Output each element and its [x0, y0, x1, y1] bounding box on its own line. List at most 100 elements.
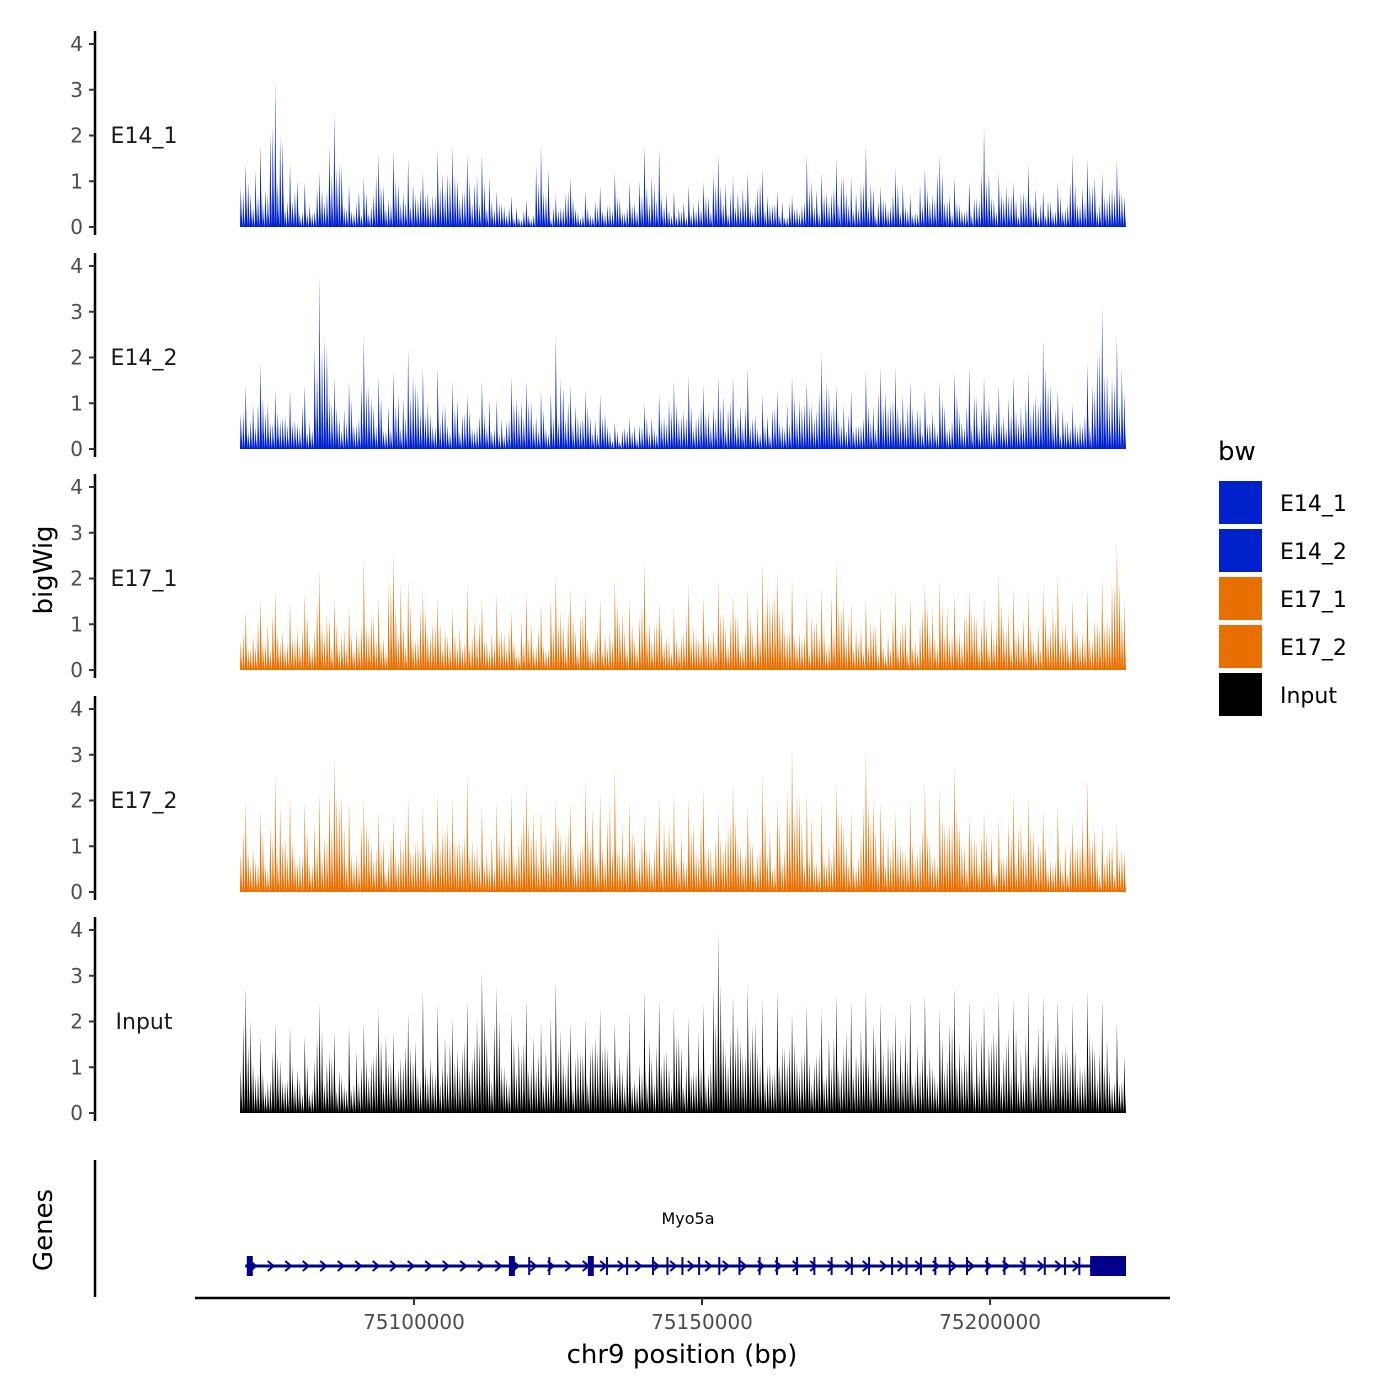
exon: [813, 1257, 816, 1275]
signal-area-E14_2: [240, 275, 1126, 449]
strand-arrow-icon: [617, 1260, 626, 1272]
strand-arrow-icon: [669, 1260, 678, 1272]
exon: [905, 1257, 908, 1275]
track-E17_2: 0 1 2 3 4 E17_2: [70, 696, 1126, 904]
exon: [681, 1257, 684, 1275]
exon-block: [1093, 1256, 1126, 1276]
strand-arrow-icon: [354, 1260, 363, 1272]
strand-arrow-icon: [389, 1260, 398, 1272]
exon: [1003, 1257, 1006, 1275]
track-label: Input: [116, 1010, 173, 1035]
strand-arrow-icon: [302, 1260, 311, 1272]
track-E17_1: 0 1 2 3 4 E17_1: [70, 474, 1126, 682]
exon: [830, 1257, 833, 1275]
strand-arrow-icon: [739, 1260, 748, 1272]
exon: [738, 1257, 741, 1275]
exon: [758, 1257, 761, 1275]
y-tick-label: 3: [70, 964, 83, 988]
exon: [1078, 1257, 1081, 1275]
legend-title: bw: [1218, 437, 1256, 467]
exon: [652, 1257, 655, 1275]
x-axis-title: chr9 position (bp): [567, 1340, 798, 1370]
exon: [1090, 1256, 1097, 1276]
strand-arrow-icon: [284, 1260, 293, 1272]
strand-arrow-icon: [494, 1260, 503, 1272]
y-tick-label: 0: [70, 1101, 83, 1125]
strand-arrow-icon: [319, 1260, 328, 1272]
legend-label: Input: [1280, 684, 1337, 709]
exon: [1023, 1257, 1026, 1275]
strand-arrow-icon: [879, 1260, 888, 1272]
y-tick-label: 1: [70, 612, 83, 636]
exon: [666, 1257, 669, 1275]
strand-arrow-icon: [1019, 1260, 1028, 1272]
exon: [626, 1257, 629, 1275]
exon: [934, 1257, 937, 1275]
strand-arrow-icon: [442, 1260, 451, 1272]
exon: [986, 1257, 989, 1275]
y-tick-label: 2: [70, 346, 83, 370]
exon: [919, 1257, 922, 1275]
y-tick-label: 2: [70, 124, 83, 148]
exon: [868, 1257, 871, 1275]
strand-arrow-icon: [337, 1260, 346, 1272]
exon: [508, 1256, 515, 1276]
strand-arrow-icon: [407, 1260, 416, 1272]
track-label: E17_1: [111, 567, 178, 592]
y-tick-label: 4: [70, 475, 83, 499]
genes-panel-title: Genes: [29, 1189, 59, 1271]
y-tick-label: 2: [70, 789, 83, 813]
y-tick-label: 0: [70, 658, 83, 682]
legend-key-E14_1: [1219, 481, 1262, 524]
exon: [528, 1257, 531, 1275]
exon: [948, 1257, 951, 1275]
strand-arrow-icon: [722, 1260, 731, 1272]
y-tick-label: 3: [70, 78, 83, 102]
y-tick-label: 1: [70, 834, 83, 858]
strand-arrow-icon: [704, 1260, 713, 1272]
strand-arrow-icon: [267, 1260, 276, 1272]
x-tick-label: 75100000: [363, 1310, 465, 1334]
legend: bw E14_1 E14_2 E17_1 E17_2 Input: [1218, 437, 1347, 716]
strand-arrow-icon: [459, 1260, 468, 1272]
strand-arrow-icon: [809, 1260, 818, 1272]
gene-label: Myo5a: [661, 1209, 714, 1228]
y-tick-label: 2: [70, 567, 83, 591]
exon: [1063, 1257, 1066, 1275]
y-tick-label: 4: [70, 918, 83, 942]
y-tick-label: 1: [70, 169, 83, 193]
strand-arrow-icon: [792, 1260, 801, 1272]
track-label: E17_2: [111, 789, 178, 814]
y-tick-label: 4: [70, 697, 83, 721]
track-Input: 0 1 2 3 4 Input: [70, 917, 1126, 1125]
strand-arrow-icon: [827, 1260, 836, 1272]
signal-area-E17_1: [240, 541, 1126, 670]
exon: [587, 1256, 594, 1276]
strand-arrow-icon: [424, 1260, 433, 1272]
strand-arrow-icon: [1037, 1260, 1046, 1272]
legend-key-E17_1: [1219, 577, 1262, 620]
exon: [605, 1257, 608, 1275]
track-label: E14_2: [111, 346, 178, 371]
y-tick-label: 4: [70, 32, 83, 56]
strand-arrow-icon: [477, 1260, 486, 1272]
legend-key-Input: [1219, 673, 1262, 716]
exon: [850, 1257, 853, 1275]
strand-arrow-icon: [634, 1260, 643, 1272]
y-axis-title: bigWig: [29, 525, 59, 614]
exon: [966, 1257, 969, 1275]
exon: [891, 1257, 894, 1275]
y-tick-label: 4: [70, 254, 83, 278]
y-tick-label: 0: [70, 215, 83, 239]
exon: [246, 1256, 253, 1276]
y-tick-label: 3: [70, 743, 83, 767]
strand-arrow-icon: [652, 1260, 661, 1272]
y-tick-label: 2: [70, 1010, 83, 1034]
strand-arrow-icon: [687, 1260, 696, 1272]
strand-arrow-icon: [529, 1260, 538, 1272]
strand-arrow-icon: [564, 1260, 573, 1272]
signal-area-E14_1: [240, 80, 1126, 227]
y-tick-label: 1: [70, 1055, 83, 1079]
